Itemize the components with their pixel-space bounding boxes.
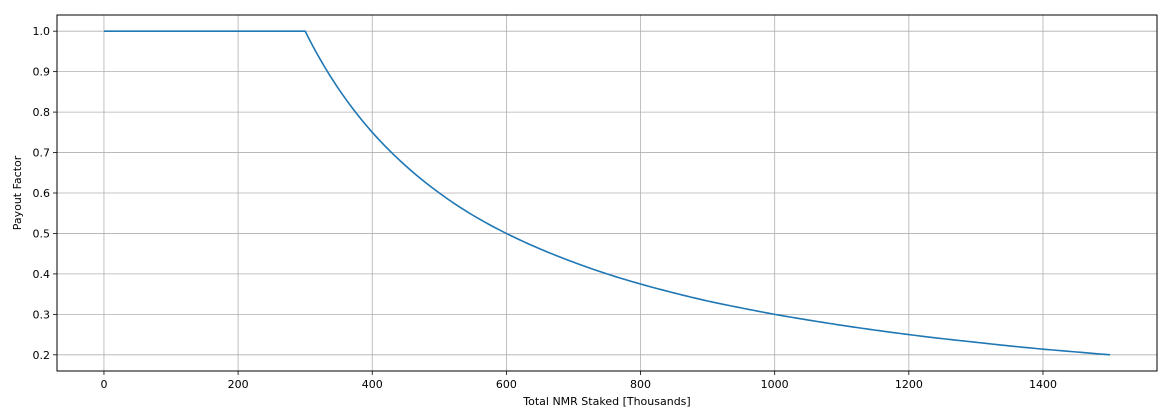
y-axis-label: Payout Factor	[11, 155, 24, 230]
y-tick-label: 0.7	[33, 147, 51, 160]
y-tick-label: 1.0	[33, 25, 51, 38]
y-tick-label: 0.2	[33, 349, 51, 362]
y-tick-label: 0.6	[33, 187, 51, 200]
series-line	[103, 30, 1111, 356]
x-tick-label: 200	[228, 378, 249, 391]
x-tick-label: 0	[100, 378, 107, 391]
y-tick-label: 0.8	[33, 106, 51, 119]
x-tick-label: 400	[362, 378, 383, 391]
y-tick-label: 0.3	[33, 308, 51, 321]
x-axis-label: Total NMR Staked [Thousands]	[522, 395, 690, 408]
x-tick-label: 1000	[761, 378, 789, 391]
x-tick-label: 1200	[895, 378, 923, 391]
y-tick-label: 0.9	[33, 66, 51, 79]
ticks: 0 200 400 600 800 1000 1200 1400 0.2 0.3 0.4 0.5 0.6…	[33, 25, 1057, 391]
y-tick-label: 0.5	[33, 227, 51, 240]
y-tick-label: 0.4	[33, 268, 51, 281]
x-tick-label: 800	[630, 378, 651, 391]
x-tick-label: 600	[496, 378, 517, 391]
series-layer	[103, 30, 1111, 356]
x-tick-label: 1400	[1029, 378, 1057, 391]
grid	[57, 15, 1157, 371]
